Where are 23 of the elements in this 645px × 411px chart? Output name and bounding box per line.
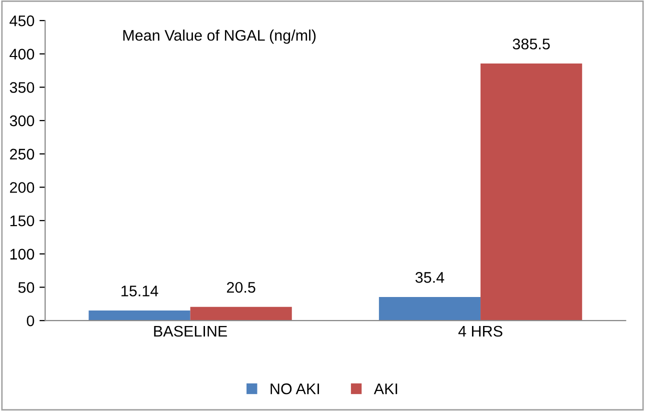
legend-label: AKI: [374, 384, 398, 394]
y-tick-label: 200: [10, 182, 34, 193]
x-tick-label: BASELINE: [154, 326, 227, 337]
bar: [190, 306, 292, 321]
text: Mean Value of NGAL (ng/ml): [123, 30, 316, 44]
data-label: 20.5: [226, 282, 256, 293]
y-tick-label: 50: [18, 282, 34, 293]
legend-label: NO AKI: [270, 383, 319, 394]
bar: [480, 64, 582, 321]
y-tick-label: 400: [10, 48, 34, 60]
data-label: 15.14: [122, 286, 158, 296]
y-tick-label: 350: [10, 82, 34, 93]
y-tick-label: 300: [10, 115, 34, 126]
y-tick-label: 250: [10, 148, 34, 160]
y-tick-label: 450: [10, 15, 34, 26]
y-tick-label: 150: [10, 215, 34, 226]
y-tick-label: 100: [10, 248, 34, 260]
y-tick-label: 0: [26, 315, 34, 326]
data-label: 385.5: [512, 38, 550, 50]
x-tick-label: 4 HRS: [458, 326, 502, 337]
data-label: 35.4: [415, 272, 444, 283]
bar: [88, 310, 190, 321]
bar: [378, 296, 481, 321]
